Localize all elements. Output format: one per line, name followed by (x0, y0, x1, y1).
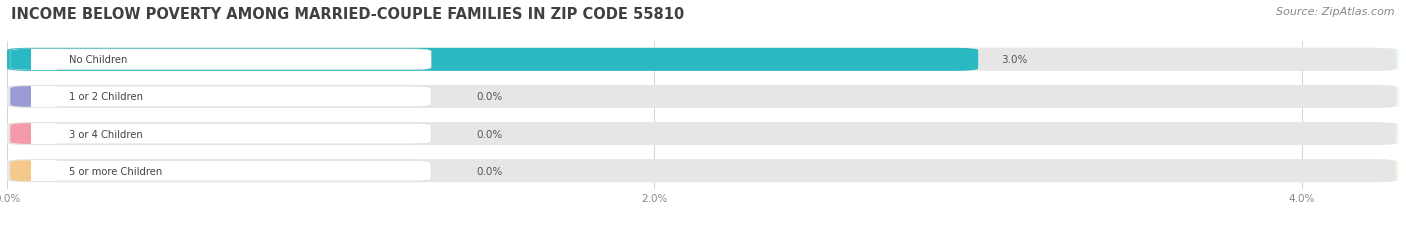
Text: 5 or more Children: 5 or more Children (69, 166, 162, 176)
Text: 0.0%: 0.0% (477, 166, 503, 176)
FancyBboxPatch shape (7, 49, 979, 72)
FancyBboxPatch shape (7, 49, 1399, 72)
FancyBboxPatch shape (10, 161, 52, 181)
FancyBboxPatch shape (31, 161, 56, 181)
Text: 3 or 4 Children: 3 or 4 Children (69, 129, 142, 139)
Text: No Children: No Children (69, 55, 127, 65)
FancyBboxPatch shape (10, 161, 432, 181)
Text: Source: ZipAtlas.com: Source: ZipAtlas.com (1277, 7, 1395, 17)
FancyBboxPatch shape (31, 124, 56, 144)
Text: 0.0%: 0.0% (477, 129, 503, 139)
FancyBboxPatch shape (31, 87, 56, 107)
FancyBboxPatch shape (7, 85, 1396, 109)
FancyBboxPatch shape (10, 124, 432, 144)
FancyBboxPatch shape (10, 87, 52, 107)
Text: 3.0%: 3.0% (1001, 55, 1028, 65)
FancyBboxPatch shape (10, 124, 52, 144)
FancyBboxPatch shape (10, 50, 52, 70)
FancyBboxPatch shape (7, 49, 1396, 72)
FancyBboxPatch shape (7, 159, 1399, 182)
FancyBboxPatch shape (10, 50, 432, 70)
Text: INCOME BELOW POVERTY AMONG MARRIED-COUPLE FAMILIES IN ZIP CODE 55810: INCOME BELOW POVERTY AMONG MARRIED-COUPL… (11, 7, 685, 22)
Text: 1 or 2 Children: 1 or 2 Children (69, 92, 142, 102)
Text: 0.0%: 0.0% (477, 92, 503, 102)
FancyBboxPatch shape (31, 50, 56, 70)
FancyBboxPatch shape (7, 159, 1396, 182)
FancyBboxPatch shape (7, 122, 1399, 146)
FancyBboxPatch shape (7, 122, 1396, 146)
FancyBboxPatch shape (10, 87, 432, 107)
FancyBboxPatch shape (7, 85, 1399, 109)
